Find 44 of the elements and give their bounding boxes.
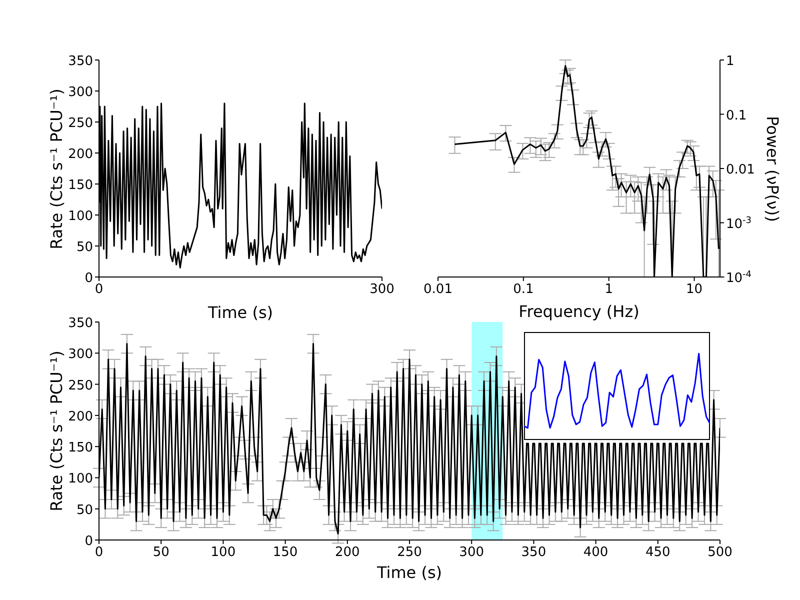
x-tick-label: 250 bbox=[397, 545, 422, 560]
x-tick-label: 450 bbox=[645, 545, 670, 560]
x-tick-label: 0 bbox=[94, 282, 104, 297]
x-tick-label: 10 bbox=[686, 282, 703, 297]
x-tick-label: 100 bbox=[210, 545, 236, 560]
x-tick-label: 200 bbox=[334, 545, 360, 560]
x-tick-label: 500 bbox=[708, 545, 732, 560]
y-tick-label: 0 bbox=[84, 271, 93, 286]
y-tick-label: 150 bbox=[68, 440, 93, 456]
x-tick-label: 150 bbox=[272, 545, 298, 560]
y-tick-label: 0.1 bbox=[726, 108, 747, 124]
y-tick-label: 10$^{-4}$ bbox=[726, 270, 752, 286]
x-axis-title: Time (s) bbox=[208, 303, 274, 322]
y-tick-label: 350 bbox=[68, 54, 93, 69]
y-tick-label: 250 bbox=[68, 378, 93, 394]
y-tick-label: 10$^{-3}$ bbox=[726, 216, 752, 232]
y-tick-label: 200 bbox=[68, 409, 93, 424]
y-tick-label: 150 bbox=[68, 178, 93, 193]
x-tick-label: 300 bbox=[370, 282, 394, 297]
x-tick-label: 0 bbox=[94, 545, 104, 560]
x-tick-label: 50 bbox=[152, 545, 170, 560]
x-tick-label: 1 bbox=[604, 282, 613, 297]
y-tick-label: 50 bbox=[76, 240, 93, 255]
x-tick-label: 400 bbox=[583, 545, 608, 560]
x-tick-label: 0.1 bbox=[513, 282, 534, 297]
y-tick-label: 300 bbox=[68, 347, 93, 362]
y-tick-label: 100 bbox=[68, 472, 93, 487]
y-tick-label: 350 bbox=[68, 316, 93, 331]
y-tick-label: 50 bbox=[76, 502, 93, 518]
y-axis-title: Rate (Cts s⁻¹ PCU⁻¹) bbox=[47, 350, 67, 514]
x-tick-label: 350 bbox=[521, 545, 546, 560]
y-tick-label: 250 bbox=[68, 116, 93, 131]
y-axis-title: Rate (Cts s⁻¹ PCU⁻¹) bbox=[47, 87, 67, 251]
x-tick-label: 0.01 bbox=[424, 282, 452, 297]
x-tick-label: 300 bbox=[459, 545, 484, 560]
y-tick-label: 100 bbox=[68, 209, 93, 224]
y-tick-label: 0 bbox=[84, 534, 93, 549]
y-tick-label: 1 bbox=[726, 54, 734, 69]
x-axis-title: Time (s) bbox=[376, 563, 444, 582]
y-axis-title: Power (νP(ν)) bbox=[762, 114, 782, 224]
x-axis-title: Frequency (Hz) bbox=[518, 302, 640, 321]
y-tick-label: 200 bbox=[68, 147, 93, 162]
y-tick-label: 300 bbox=[68, 85, 93, 100]
y-tick-label: 0.01 bbox=[726, 162, 755, 178]
